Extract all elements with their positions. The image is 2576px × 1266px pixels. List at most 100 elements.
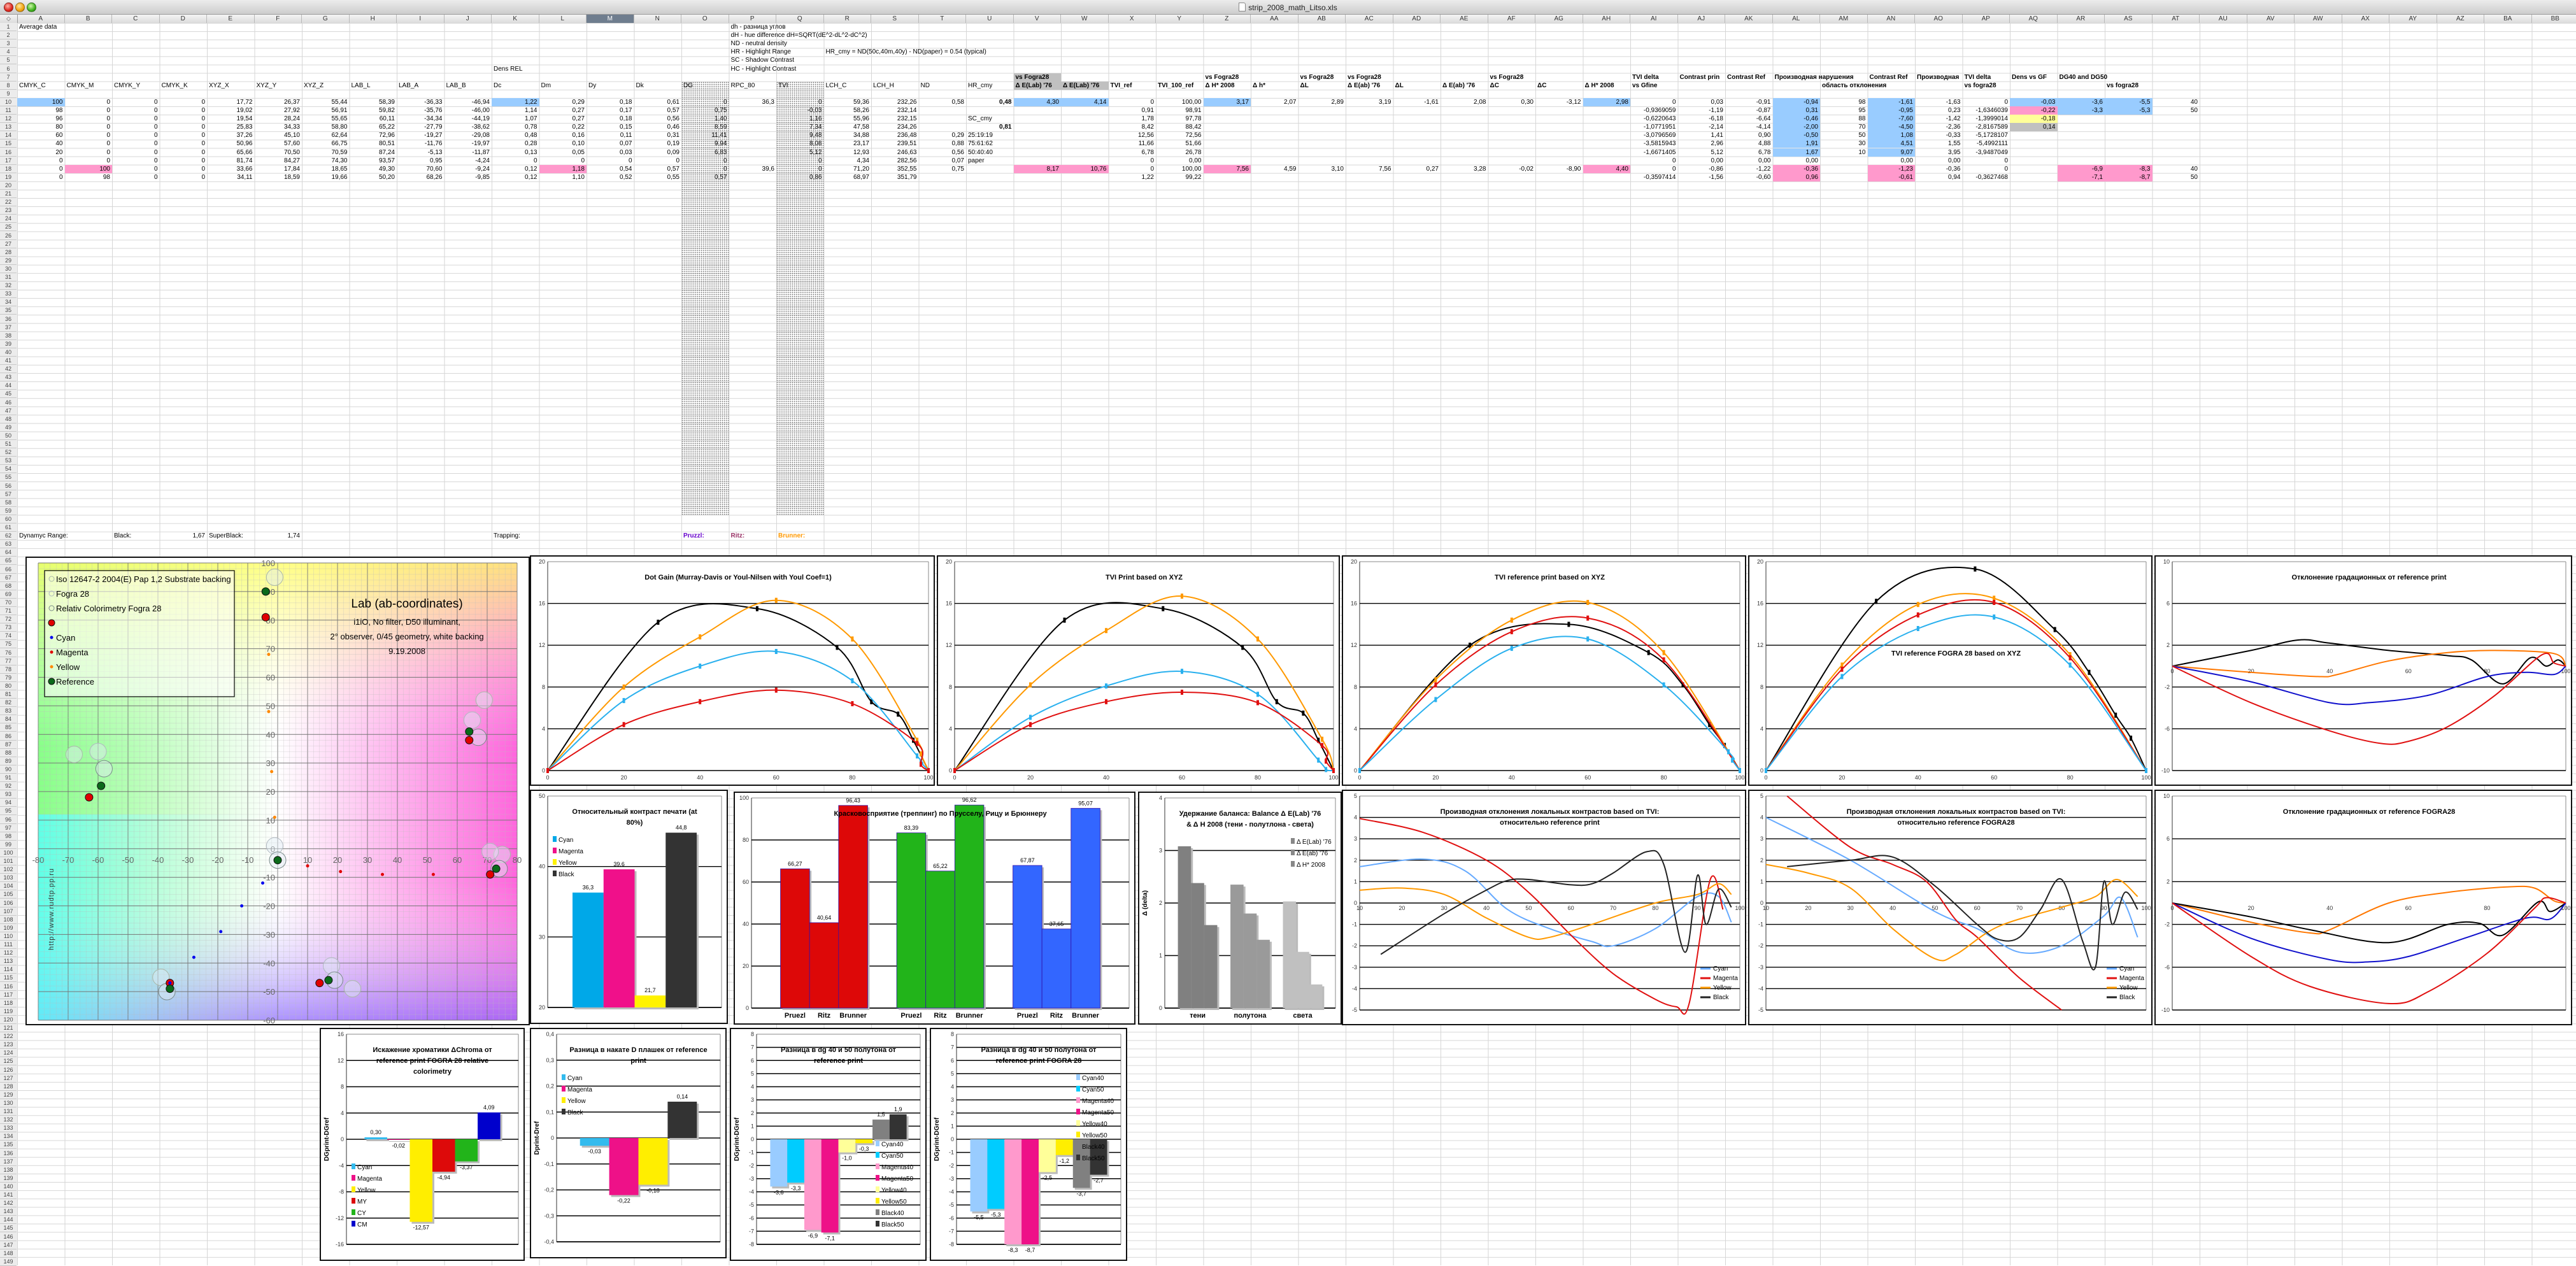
cell-L8[interactable]: Dm	[539, 82, 587, 90]
column-header-AH[interactable]: AH	[1583, 15, 1631, 23]
cell-AO19[interactable]: 0,94	[1915, 173, 1963, 181]
cell-AD8[interactable]: ΔL	[1393, 82, 1441, 90]
cell-AK19[interactable]: -0,60	[1725, 173, 1773, 181]
row-header[interactable]: 28	[0, 248, 17, 257]
cell-AK11[interactable]: -0,87	[1725, 106, 1773, 115]
cell-AT18[interactable]: 40	[2153, 165, 2200, 173]
cell-AL17[interactable]: 0,00	[1773, 157, 1821, 165]
cell-AT19[interactable]: 50	[2153, 173, 2200, 181]
row-header[interactable]: 10	[0, 98, 17, 106]
cell-AJ16[interactable]: 5,12	[1678, 148, 1726, 157]
cell-H8[interactable]: LAB_L	[350, 82, 397, 90]
cell-AI11[interactable]: -0,9369059	[1630, 106, 1678, 115]
cell-V7[interactable]: vs Fogra28	[1014, 73, 1062, 82]
row-header[interactable]: 1	[0, 23, 17, 31]
cell-AD18[interactable]: 0,27	[1393, 165, 1441, 173]
cell-AK18[interactable]: -1,22	[1725, 165, 1773, 173]
cell-X18[interactable]: 0	[1109, 165, 1156, 173]
cell-R18[interactable]: 71,20	[824, 165, 872, 173]
cell-F14[interactable]: 45,10	[255, 131, 302, 139]
cell-S10[interactable]: 232,26	[871, 98, 919, 106]
cell-O12[interactable]: 1,40	[681, 115, 729, 123]
row-header[interactable]: 79	[0, 674, 17, 682]
cell-I19[interactable]: 68,26	[397, 173, 445, 181]
row-header[interactable]: 58	[0, 499, 17, 507]
cell-G16[interactable]: 70,59	[302, 148, 350, 157]
cell-AP15[interactable]: -5,4992111	[1963, 139, 2010, 148]
row-header[interactable]: 116	[0, 983, 17, 991]
cell-AN13[interactable]: -4,50	[1868, 123, 1916, 131]
cell-L16[interactable]: 0,05	[539, 148, 587, 157]
column-header-AM[interactable]: AM	[1820, 15, 1868, 23]
row-header[interactable]: 27	[0, 240, 17, 248]
cell-AJ11[interactable]: -1,19	[1678, 106, 1726, 115]
cell-AB18[interactable]: 3,10	[1299, 165, 1346, 173]
row-header[interactable]: 118	[0, 999, 17, 1007]
cell-AN12[interactable]: -7,60	[1868, 115, 1916, 123]
row-header[interactable]: 47	[0, 407, 17, 415]
row-header[interactable]: 20	[0, 181, 17, 190]
cell-K14[interactable]: 0,48	[492, 131, 539, 139]
cell-N14[interactable]: 0,31	[634, 131, 682, 139]
cell-N16[interactable]: 0,09	[634, 148, 682, 157]
cell-AI17[interactable]: 0	[1630, 157, 1678, 165]
cell-S15[interactable]: 239,51	[871, 139, 919, 148]
column-header-AR[interactable]: AR	[2058, 15, 2105, 23]
cell-U17[interactable]: paper	[966, 157, 1014, 165]
row-header[interactable]: 94	[0, 799, 17, 807]
cell-R14[interactable]: 34,88	[824, 131, 872, 139]
cell-I8[interactable]: LAB_A	[397, 82, 445, 90]
cell-Q19[interactable]: 0,86	[776, 173, 824, 181]
cell-D8[interactable]: CMYK_K	[160, 82, 208, 90]
row-header[interactable]: 110	[0, 932, 17, 941]
row-header[interactable]: 24	[0, 215, 17, 223]
cell-AI16[interactable]: -1,6671405	[1630, 148, 1678, 157]
cell-AI18[interactable]: 0	[1630, 165, 1678, 173]
row-header[interactable]: 62	[0, 532, 17, 540]
cell-AK15[interactable]: 4,88	[1725, 139, 1773, 148]
cell-E10[interactable]: 17,72	[207, 98, 255, 106]
row-header[interactable]: 98	[0, 832, 17, 841]
row-header[interactable]: 119	[0, 1007, 17, 1016]
cell-AJ7[interactable]: Contrast prin	[1678, 73, 1726, 82]
cell-AB10[interactable]: 2,89	[1299, 98, 1346, 106]
cell-M14[interactable]: 0,11	[587, 131, 634, 139]
column-header-AJ[interactable]: AJ	[1678, 15, 1726, 23]
cell-AR11[interactable]: -3,3	[2058, 106, 2105, 115]
cell-T16[interactable]: 0,56	[919, 148, 967, 157]
column-header-Q[interactable]: Q	[776, 15, 824, 23]
column-header-N[interactable]: N	[634, 15, 682, 23]
column-header-D[interactable]: D	[160, 15, 208, 23]
row-header[interactable]: 96	[0, 816, 17, 824]
row-header[interactable]: 7	[0, 73, 17, 82]
cell-Z8[interactable]: Δ H* 2008	[1204, 82, 1251, 90]
row-header[interactable]: 122	[0, 1032, 17, 1041]
row-header[interactable]: 130	[0, 1099, 17, 1107]
cell-F19[interactable]: 18,59	[255, 173, 302, 181]
cell-Q11[interactable]: -0,03	[776, 106, 824, 115]
cell-AK17[interactable]: 0,00	[1725, 157, 1773, 165]
cell-AI19[interactable]: -0,3597414	[1630, 173, 1678, 181]
row-header[interactable]: 14	[0, 131, 17, 139]
cell-O14[interactable]: 11,41	[681, 131, 729, 139]
row-header[interactable]: 138	[0, 1166, 17, 1174]
column-header-O[interactable]: O	[681, 15, 729, 23]
cell-I16[interactable]: -5,13	[397, 148, 445, 157]
cell-R15[interactable]: 23,17	[824, 139, 872, 148]
cell-M11[interactable]: 0,17	[587, 106, 634, 115]
cell-G12[interactable]: 55,65	[302, 115, 350, 123]
row-header[interactable]: 93	[0, 790, 17, 799]
row-header[interactable]: 18	[0, 165, 17, 173]
cell-E14[interactable]: 37,26	[207, 131, 255, 139]
column-header-AZ[interactable]: AZ	[2437, 15, 2485, 23]
cell-I18[interactable]: 70,60	[397, 165, 445, 173]
cell-V10[interactable]: 4,30	[1014, 98, 1062, 106]
row-header[interactable]: 140	[0, 1183, 17, 1191]
row-header[interactable]: 126	[0, 1066, 17, 1074]
row-header[interactable]: 55	[0, 473, 17, 481]
cell-X12[interactable]: 1,78	[1109, 115, 1156, 123]
row-header[interactable]: 109	[0, 924, 17, 932]
cell-AJ14[interactable]: 1,41	[1678, 131, 1726, 139]
row-header[interactable]: 46	[0, 399, 17, 407]
cell-L15[interactable]: 0,10	[539, 139, 587, 148]
